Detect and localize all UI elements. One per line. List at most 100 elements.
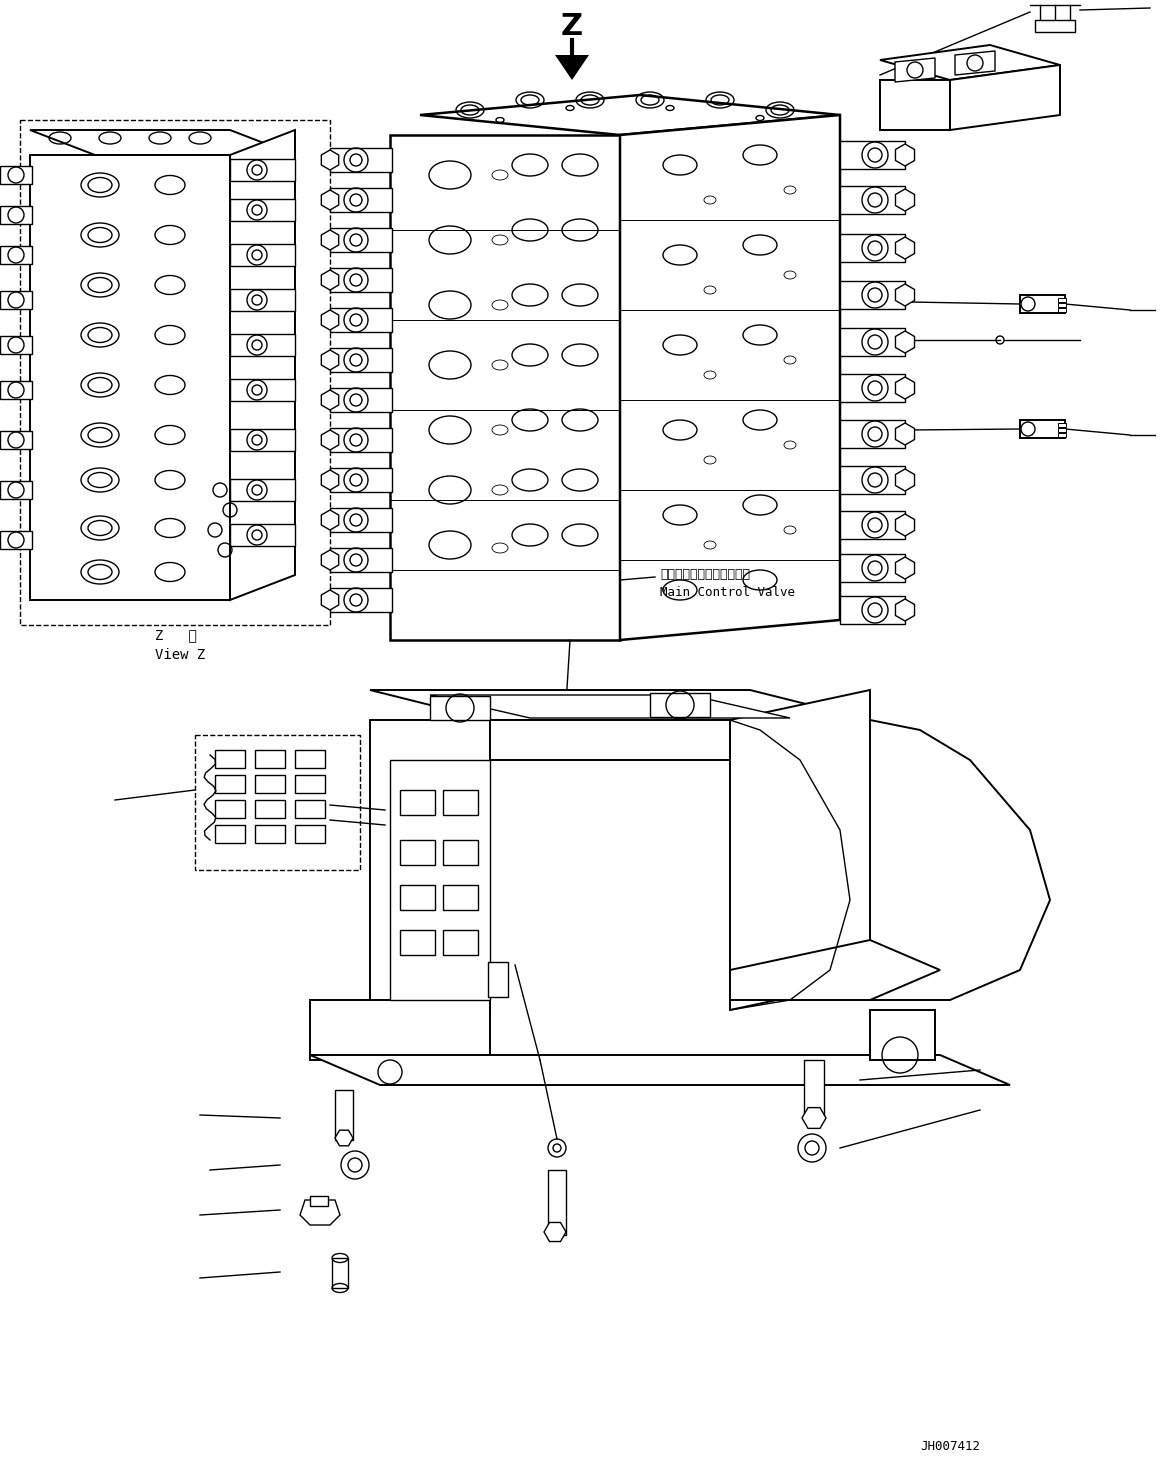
Bar bbox=[330, 308, 392, 331]
Polygon shape bbox=[955, 51, 996, 75]
Bar bbox=[1058, 432, 1066, 437]
Bar bbox=[1020, 419, 1065, 438]
Bar bbox=[1058, 298, 1066, 302]
Polygon shape bbox=[311, 1000, 490, 1060]
Bar bbox=[0, 336, 33, 353]
Polygon shape bbox=[420, 95, 840, 135]
Polygon shape bbox=[896, 189, 914, 211]
Polygon shape bbox=[896, 237, 914, 259]
Bar bbox=[1058, 308, 1066, 312]
Bar bbox=[840, 328, 905, 356]
Polygon shape bbox=[321, 510, 338, 531]
Polygon shape bbox=[321, 350, 338, 369]
Polygon shape bbox=[321, 390, 338, 410]
Bar bbox=[0, 531, 33, 548]
Bar bbox=[295, 776, 324, 793]
Bar bbox=[230, 380, 295, 402]
Polygon shape bbox=[321, 230, 338, 251]
Polygon shape bbox=[321, 471, 338, 490]
Bar bbox=[255, 751, 285, 768]
Bar bbox=[400, 840, 435, 865]
Polygon shape bbox=[430, 696, 490, 720]
Bar bbox=[330, 428, 392, 452]
Text: Main Control Valve: Main Control Valve bbox=[659, 586, 795, 600]
Bar bbox=[215, 825, 245, 843]
Bar bbox=[331, 1258, 348, 1289]
Bar bbox=[215, 751, 245, 768]
Text: View Z: View Z bbox=[155, 648, 205, 663]
Bar bbox=[840, 235, 905, 262]
Bar bbox=[488, 962, 508, 997]
Bar bbox=[215, 800, 245, 818]
Bar bbox=[840, 281, 905, 309]
Bar bbox=[335, 1091, 354, 1141]
Bar bbox=[443, 790, 478, 815]
Bar bbox=[840, 597, 905, 625]
Bar bbox=[330, 148, 392, 172]
Text: Z   視: Z 視 bbox=[155, 627, 197, 642]
Bar bbox=[330, 588, 392, 611]
Bar bbox=[1020, 295, 1065, 314]
Bar bbox=[330, 229, 392, 252]
Bar bbox=[0, 431, 33, 449]
Text: Z: Z bbox=[561, 12, 583, 41]
Bar bbox=[311, 1196, 328, 1207]
Text: メインコントロールバルブ: メインコントロールバルブ bbox=[659, 567, 750, 581]
Bar bbox=[840, 419, 905, 449]
Bar bbox=[443, 885, 478, 910]
Polygon shape bbox=[730, 940, 940, 1000]
Polygon shape bbox=[802, 1108, 826, 1129]
Polygon shape bbox=[896, 557, 914, 579]
Bar bbox=[230, 523, 295, 545]
Bar bbox=[255, 825, 285, 843]
Bar bbox=[1035, 21, 1075, 32]
Polygon shape bbox=[544, 1223, 566, 1242]
Bar bbox=[330, 268, 392, 292]
Bar bbox=[1058, 428, 1066, 432]
Bar bbox=[840, 512, 905, 539]
Polygon shape bbox=[335, 1130, 354, 1146]
Bar bbox=[0, 381, 33, 399]
Polygon shape bbox=[370, 690, 870, 720]
Polygon shape bbox=[896, 144, 914, 166]
Bar bbox=[443, 840, 478, 865]
Polygon shape bbox=[230, 130, 295, 600]
Polygon shape bbox=[896, 424, 914, 446]
Bar bbox=[1058, 424, 1066, 427]
Polygon shape bbox=[950, 65, 1059, 130]
Bar bbox=[400, 929, 435, 954]
Polygon shape bbox=[321, 150, 338, 170]
Polygon shape bbox=[650, 693, 709, 717]
Bar bbox=[0, 166, 33, 185]
Bar bbox=[400, 885, 435, 910]
Polygon shape bbox=[321, 589, 338, 610]
Bar bbox=[230, 334, 295, 356]
Polygon shape bbox=[321, 550, 338, 570]
Bar bbox=[295, 825, 324, 843]
Bar bbox=[330, 509, 392, 532]
Bar bbox=[230, 479, 295, 501]
Bar bbox=[295, 751, 324, 768]
Polygon shape bbox=[880, 45, 1059, 81]
Bar bbox=[840, 141, 905, 169]
Polygon shape bbox=[321, 309, 338, 330]
Bar bbox=[548, 1170, 566, 1234]
Polygon shape bbox=[896, 377, 914, 399]
Text: JH007412: JH007412 bbox=[920, 1440, 980, 1453]
Polygon shape bbox=[390, 759, 490, 1000]
Polygon shape bbox=[490, 720, 730, 759]
Bar bbox=[330, 188, 392, 213]
Polygon shape bbox=[896, 469, 914, 491]
Polygon shape bbox=[30, 130, 295, 155]
Polygon shape bbox=[300, 1201, 340, 1226]
Bar bbox=[840, 186, 905, 214]
Polygon shape bbox=[880, 81, 950, 130]
Polygon shape bbox=[430, 695, 790, 718]
Bar bbox=[1058, 303, 1066, 306]
Bar bbox=[840, 374, 905, 402]
Bar bbox=[400, 790, 435, 815]
Polygon shape bbox=[390, 135, 620, 641]
Polygon shape bbox=[896, 515, 914, 537]
Polygon shape bbox=[730, 690, 870, 1010]
Bar bbox=[0, 246, 33, 264]
